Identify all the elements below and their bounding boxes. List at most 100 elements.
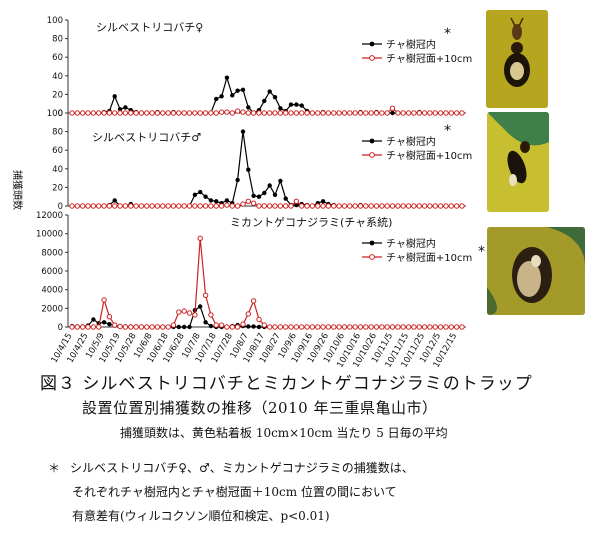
point-inside — [267, 183, 272, 188]
point-above — [154, 110, 161, 116]
point-above — [69, 324, 75, 330]
significance-mark: * — [444, 123, 451, 139]
point-above — [293, 324, 300, 330]
point-above — [154, 203, 161, 209]
point-above — [240, 321, 246, 327]
point-inside — [214, 96, 219, 102]
y-tick-label: 12000 — [36, 211, 63, 221]
point-inside — [203, 320, 208, 325]
point-above — [379, 324, 385, 330]
panel-title: ミカントゲコナジラミ(チャ系統) — [230, 215, 392, 229]
point-inside — [262, 190, 267, 196]
point-above — [320, 324, 326, 330]
panel-3: 0 2000 4000 6000 8000 10000 12000 ミカントゲコナジラミ(チャ… — [36, 211, 485, 333]
point-above — [368, 110, 374, 116]
point-above — [421, 110, 428, 116]
point-above — [224, 109, 230, 115]
point-above — [341, 324, 348, 330]
point-inside — [182, 324, 187, 330]
point-above — [320, 110, 326, 116]
point-above — [411, 110, 417, 116]
point-above — [309, 324, 316, 330]
point-above — [101, 203, 107, 209]
point-above — [325, 203, 332, 209]
point-above — [373, 203, 380, 209]
point-above — [336, 203, 342, 209]
point-above — [261, 110, 267, 116]
point-above — [427, 110, 433, 116]
point-above — [384, 203, 390, 209]
legend-marker — [369, 138, 375, 144]
point-above — [144, 110, 150, 116]
point-above — [165, 324, 171, 330]
point-inside — [240, 87, 246, 93]
point-above — [106, 203, 113, 209]
point-above — [138, 110, 145, 116]
point-above — [320, 203, 326, 209]
legend-label: チャ樹冠面+10cm — [386, 149, 472, 162]
point-above — [128, 110, 134, 116]
point-above — [176, 309, 182, 315]
point-above — [170, 203, 177, 209]
point-above — [304, 324, 310, 330]
point-above — [80, 324, 86, 330]
series-line-above — [72, 238, 462, 328]
point-above — [170, 110, 177, 116]
y-tick-label: 8000 — [41, 248, 63, 258]
point-inside — [208, 323, 214, 329]
point-above — [202, 110, 209, 116]
point-above — [229, 203, 236, 209]
point-above — [357, 324, 364, 330]
point-above — [240, 109, 246, 115]
point-above — [234, 203, 241, 209]
point-above — [250, 200, 257, 206]
point-above — [133, 110, 139, 116]
y-tick-label: 20 — [52, 90, 63, 100]
point-above — [267, 110, 273, 116]
point-above — [256, 203, 262, 209]
point-inside — [256, 194, 262, 199]
point-above — [352, 324, 358, 330]
point-above — [373, 110, 380, 116]
point-inside — [278, 178, 283, 184]
point-above — [101, 110, 107, 116]
point-above — [293, 198, 300, 205]
point-above — [448, 203, 454, 209]
panel-title: シルベストリコバチ♀ — [96, 21, 203, 34]
point-above — [283, 203, 289, 209]
y-tick-label: 100 — [47, 16, 63, 26]
legend-label: チャ樹冠面+10cm — [386, 52, 472, 65]
point-above — [336, 110, 342, 116]
point-above — [432, 203, 438, 209]
point-above — [240, 201, 246, 207]
y-tick-label: 40 — [52, 165, 63, 175]
point-inside — [235, 88, 240, 93]
point-above — [197, 110, 203, 116]
point-above — [90, 203, 97, 209]
point-above — [133, 324, 139, 330]
y-tick-label: 100 — [47, 109, 63, 119]
point-above — [165, 203, 171, 209]
point-above — [85, 203, 91, 209]
point-above — [341, 110, 348, 116]
y-tick-label: 2000 — [41, 304, 63, 314]
point-above — [144, 324, 150, 330]
point-inside — [267, 89, 272, 94]
point-inside — [283, 196, 288, 201]
point-above — [389, 105, 396, 112]
point-above — [122, 203, 129, 209]
point-above — [197, 203, 203, 209]
point-above — [315, 203, 321, 209]
point-inside — [299, 103, 304, 108]
point-above — [186, 110, 193, 116]
point-inside — [198, 304, 203, 309]
point-above — [432, 110, 438, 116]
point-above — [90, 110, 97, 116]
point-above — [106, 314, 113, 320]
point-inside — [187, 324, 192, 330]
point-above — [272, 203, 278, 209]
y-tick-label: 80 — [52, 35, 63, 45]
point-inside — [272, 95, 278, 100]
